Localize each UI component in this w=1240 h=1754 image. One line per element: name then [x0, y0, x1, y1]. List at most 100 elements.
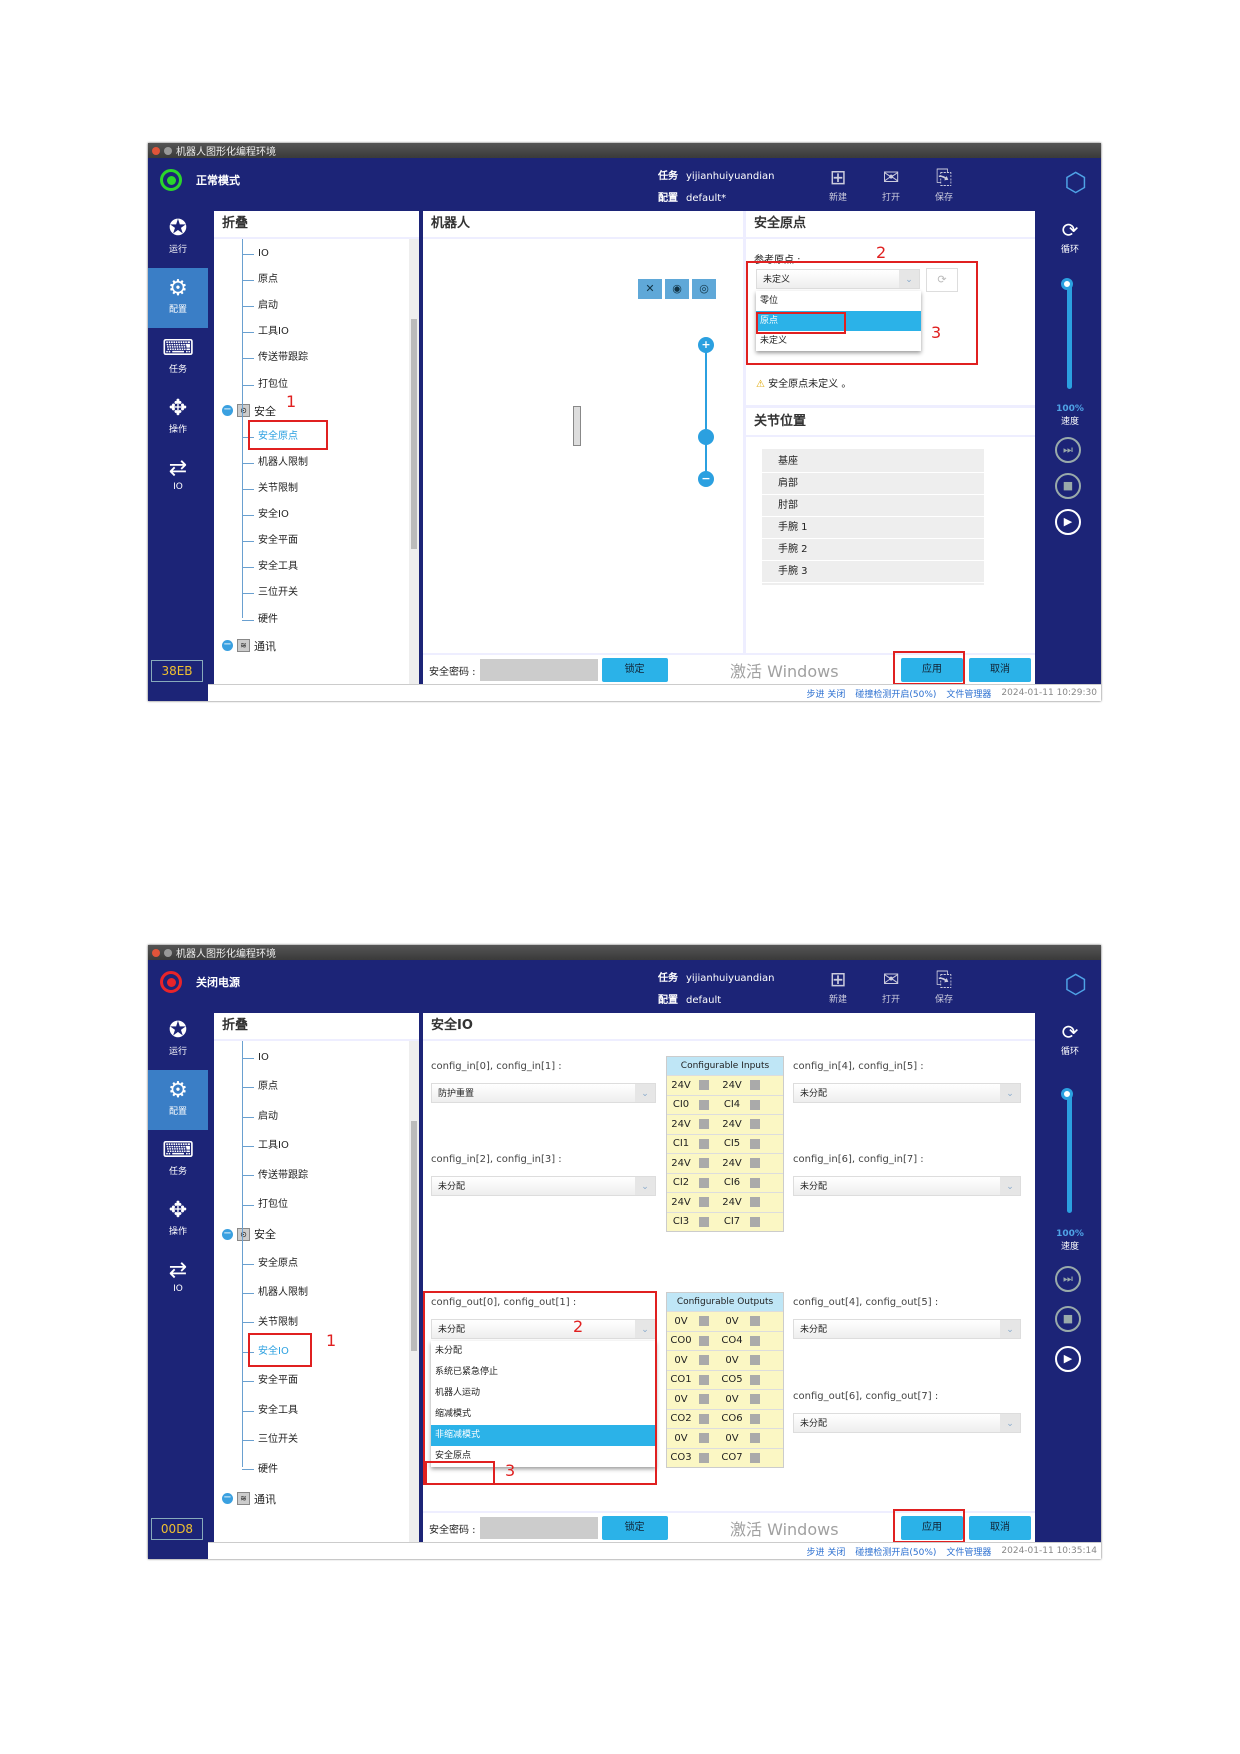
tree-item[interactable]: 传送带跟踪	[214, 345, 419, 371]
tool-button[interactable]: ✕	[638, 279, 662, 299]
sidebar-item-task[interactable]: ⌨ 任务	[148, 1130, 208, 1190]
toolbar-save-button[interactable]: ⎘ 保存	[924, 164, 964, 203]
tree-item-safety-plane[interactable]: 安全平面	[214, 528, 419, 554]
dropdown-option[interactable]: 系统已紧急停止	[435, 1367, 499, 1377]
file-manager-link[interactable]: 文件管理器	[946, 1547, 992, 1558]
power-mode-indicator[interactable]: 关闭电源	[160, 971, 240, 993]
file-manager-link[interactable]: 文件管理器	[946, 689, 992, 700]
tree-item[interactable]: 启动	[214, 1102, 419, 1131]
tree-item-hardware[interactable]: 硬件	[214, 607, 419, 633]
loop-button[interactable]: ⟳ 循环	[1039, 218, 1101, 255]
scroll-thumb[interactable]	[411, 319, 417, 549]
tree-item[interactable]: 原点	[214, 1072, 419, 1101]
cancel-button[interactable]: 取消	[969, 658, 1031, 682]
power-mode-indicator[interactable]: 正常模式	[160, 169, 240, 191]
sidebar-item-operate[interactable]: ✥ 操作	[148, 388, 208, 448]
lock-button[interactable]: 锁定	[601, 1516, 668, 1540]
dropdown-option[interactable]: 非缩减模式	[431, 1425, 656, 1446]
speed-slider-track[interactable]	[1067, 279, 1072, 390]
cancel-button[interactable]: 取消	[969, 1516, 1031, 1540]
sidebar-item-run[interactable]: ✪ 运行	[148, 208, 208, 268]
collapse-icon[interactable]: −	[222, 639, 233, 652]
tree-item-safety-tool[interactable]: 安全工具	[214, 554, 419, 580]
zoom-out-button[interactable]: −	[698, 471, 714, 487]
tree-item-robot-limit[interactable]: 机器人限制	[214, 450, 419, 476]
tree-item-three-position-switch[interactable]: 三位开关	[214, 1425, 419, 1454]
tree-item[interactable]: 原点	[214, 267, 419, 293]
refresh-button[interactable]: ⟳	[926, 268, 958, 292]
tree-item-safety-tool[interactable]: 安全工具	[214, 1396, 419, 1425]
config-out-select[interactable]: 未分配 ⌄	[431, 1319, 656, 1339]
dropdown-option[interactable]: 零位	[760, 296, 779, 306]
sidebar-item-io[interactable]: ⇄ IO	[148, 1250, 208, 1310]
dropdown-option[interactable]: 未分配	[435, 1346, 463, 1356]
play-button[interactable]: ▶	[1055, 1345, 1081, 1372]
tree-item[interactable]: IO	[214, 241, 419, 267]
close-window-button[interactable]	[152, 948, 160, 957]
stop-button[interactable]: ■	[1055, 472, 1081, 499]
sidebar-item-task[interactable]: ⌨ 任务	[148, 328, 208, 388]
tree-item-safety-io[interactable]: 安全IO	[214, 502, 419, 528]
tree-item[interactable]: IO	[214, 1043, 419, 1072]
tree-scrollbar[interactable]	[409, 239, 419, 685]
loop-button[interactable]: ⟳ 循环	[1039, 1020, 1101, 1057]
toolbar-save-button[interactable]: ⎘ 保存	[924, 966, 964, 1005]
tree-item-safety-origin[interactable]: 安全原点	[214, 1249, 419, 1278]
toolbar-open-button[interactable]: ✉ 打开	[871, 966, 911, 1005]
tree-collapse-header[interactable]: 折叠	[214, 1013, 419, 1041]
config-out-select[interactable]: 未分配 ⌄	[793, 1319, 1021, 1339]
collapse-icon[interactable]: −	[222, 1227, 233, 1240]
config-in-select[interactable]: 未分配 ⌄	[431, 1176, 656, 1196]
tree-item-robot-limit[interactable]: 机器人限制	[214, 1278, 419, 1307]
sidebar-item-io[interactable]: ⇄ IO	[148, 448, 208, 508]
tree-group-safety[interactable]: − ⊙ 安全	[214, 1219, 419, 1248]
dropdown-option[interactable]: 安全原点	[435, 1451, 472, 1461]
tree-collapse-header[interactable]: 折叠	[214, 211, 419, 239]
dropdown-option[interactable]: 原点	[756, 311, 921, 331]
zoom-track[interactable]	[705, 346, 707, 476]
tree-item[interactable]: 传送带跟踪	[214, 1161, 419, 1190]
scroll-thumb[interactable]	[411, 1121, 417, 1351]
dropdown-option[interactable]: 未定义	[760, 336, 788, 346]
collision-status[interactable]: 碰撞检测开启(50%)	[855, 1547, 937, 1558]
tree-item[interactable]: 打包位	[214, 372, 419, 398]
dropdown-option[interactable]: 机器人运动	[435, 1388, 481, 1398]
tree-group-safety[interactable]: − ⊙ 安全	[214, 398, 419, 424]
zoom-knob[interactable]	[698, 429, 714, 445]
tree-item-joint-limit[interactable]: 关节限制	[214, 476, 419, 502]
config-in-select[interactable]: 防护重置 ⌄	[431, 1083, 656, 1103]
collapse-icon[interactable]: −	[222, 1492, 233, 1505]
stop-button[interactable]: ■	[1055, 1305, 1081, 1332]
tree-item-joint-limit[interactable]: 关节限制	[214, 1308, 419, 1337]
step-mode-status[interactable]: 步进 关闭	[806, 689, 846, 700]
tree-group-comm[interactable]: − ≋ 通讯	[214, 633, 419, 659]
dropdown-option[interactable]: 缩减模式	[435, 1409, 472, 1419]
config-out-select[interactable]: 未分配 ⌄	[793, 1413, 1021, 1433]
view-button[interactable]: ◉	[665, 279, 689, 299]
tree-item[interactable]: 工具IO	[214, 1131, 419, 1160]
apply-button[interactable]: 应用	[901, 1516, 963, 1540]
sidebar-item-config[interactable]: ⚙ 配置	[148, 1070, 208, 1130]
config-in-select[interactable]: 未分配 ⌄	[793, 1083, 1021, 1103]
toolbar-new-button[interactable]: ⊞ 新建	[818, 164, 858, 203]
step-mode-status[interactable]: 步进 关闭	[806, 1547, 846, 1558]
sidebar-item-run[interactable]: ✪ 运行	[148, 1010, 208, 1070]
step-button[interactable]: ⏭	[1055, 436, 1081, 463]
close-window-button[interactable]	[152, 146, 160, 155]
apply-button[interactable]: 应用	[901, 658, 963, 682]
password-input[interactable]	[479, 1517, 598, 1539]
toolbar-open-button[interactable]: ✉ 打开	[871, 164, 911, 203]
speed-slider-knob[interactable]	[1061, 277, 1073, 290]
ref-origin-select[interactable]: 未定义 ⌄	[756, 269, 920, 289]
reset-button[interactable]: ◎	[692, 279, 716, 299]
tree-item-three-position-switch[interactable]: 三位开关	[214, 580, 419, 606]
sidebar-item-operate[interactable]: ✥ 操作	[148, 1190, 208, 1250]
sidebar-item-config[interactable]: ⚙ 配置	[148, 268, 208, 328]
tree-item-safety-io[interactable]: 安全IO	[214, 1337, 419, 1366]
lock-button[interactable]: 锁定	[601, 658, 668, 682]
tree-item[interactable]: 打包位	[214, 1190, 419, 1219]
speed-slider-knob[interactable]	[1061, 1087, 1073, 1100]
toolbar-new-button[interactable]: ⊞ 新建	[818, 966, 858, 1005]
password-input[interactable]	[479, 659, 598, 681]
collision-status[interactable]: 碰撞检测开启(50%)	[855, 689, 937, 700]
